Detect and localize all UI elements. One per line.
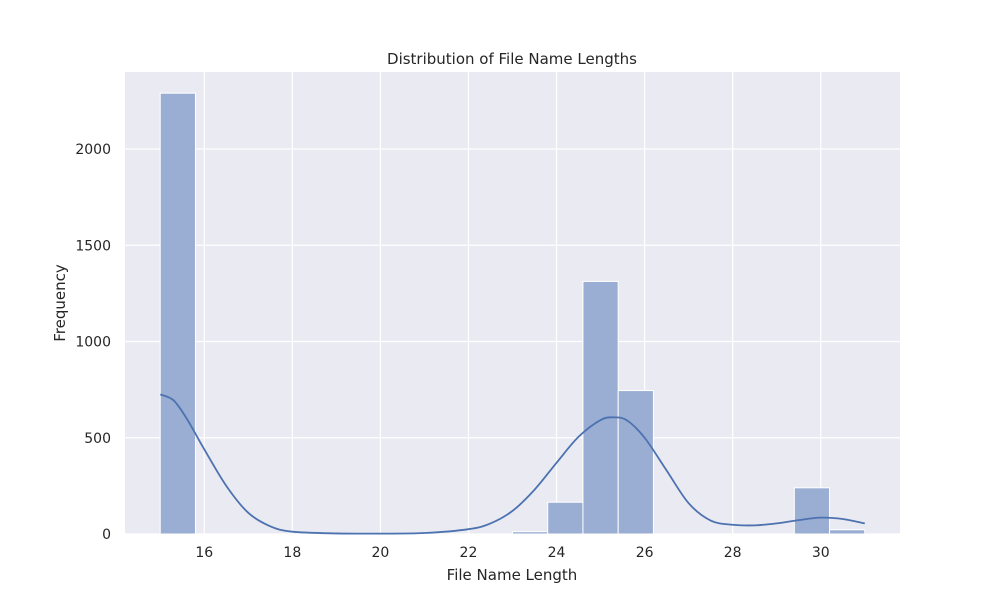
kde-curve xyxy=(159,393,865,535)
x-tick-label: 20 xyxy=(371,545,389,561)
y-tick-label: 0 xyxy=(102,527,111,543)
histogram-bar xyxy=(159,92,196,535)
x-tick-label: 26 xyxy=(636,545,654,561)
histogram-bar xyxy=(512,531,549,535)
y-tick-label: 1000 xyxy=(75,335,111,351)
y-axis-ticks: 0 500 1000 1500 2000 xyxy=(75,142,111,543)
x-axis-ticks: 16 18 20 22 24 26 28 30 xyxy=(195,545,829,561)
x-tick-label: 16 xyxy=(195,545,213,561)
histogram-bar xyxy=(582,280,619,535)
y-tick-label: 2000 xyxy=(75,142,111,158)
histogram-bar xyxy=(829,529,866,535)
y-tick-label: 500 xyxy=(84,431,111,447)
histogram-bar xyxy=(547,501,584,535)
histogram-bar xyxy=(617,390,654,535)
x-tick-label: 28 xyxy=(724,545,742,561)
x-axis-label: File Name Length xyxy=(447,566,578,584)
x-tick-label: 24 xyxy=(548,545,566,561)
x-tick-label: 30 xyxy=(812,545,830,561)
histogram-bar xyxy=(793,487,831,535)
kde-curve-group xyxy=(159,393,865,535)
histogram-bars xyxy=(159,92,866,535)
plot-background xyxy=(125,72,900,534)
y-axis-label: Frequency xyxy=(51,264,69,342)
y-tick-label: 1500 xyxy=(75,238,111,254)
chart-title: Distribution of File Name Lengths xyxy=(387,50,637,68)
x-tick-label: 18 xyxy=(283,545,301,561)
x-tick-label: 22 xyxy=(460,545,478,561)
